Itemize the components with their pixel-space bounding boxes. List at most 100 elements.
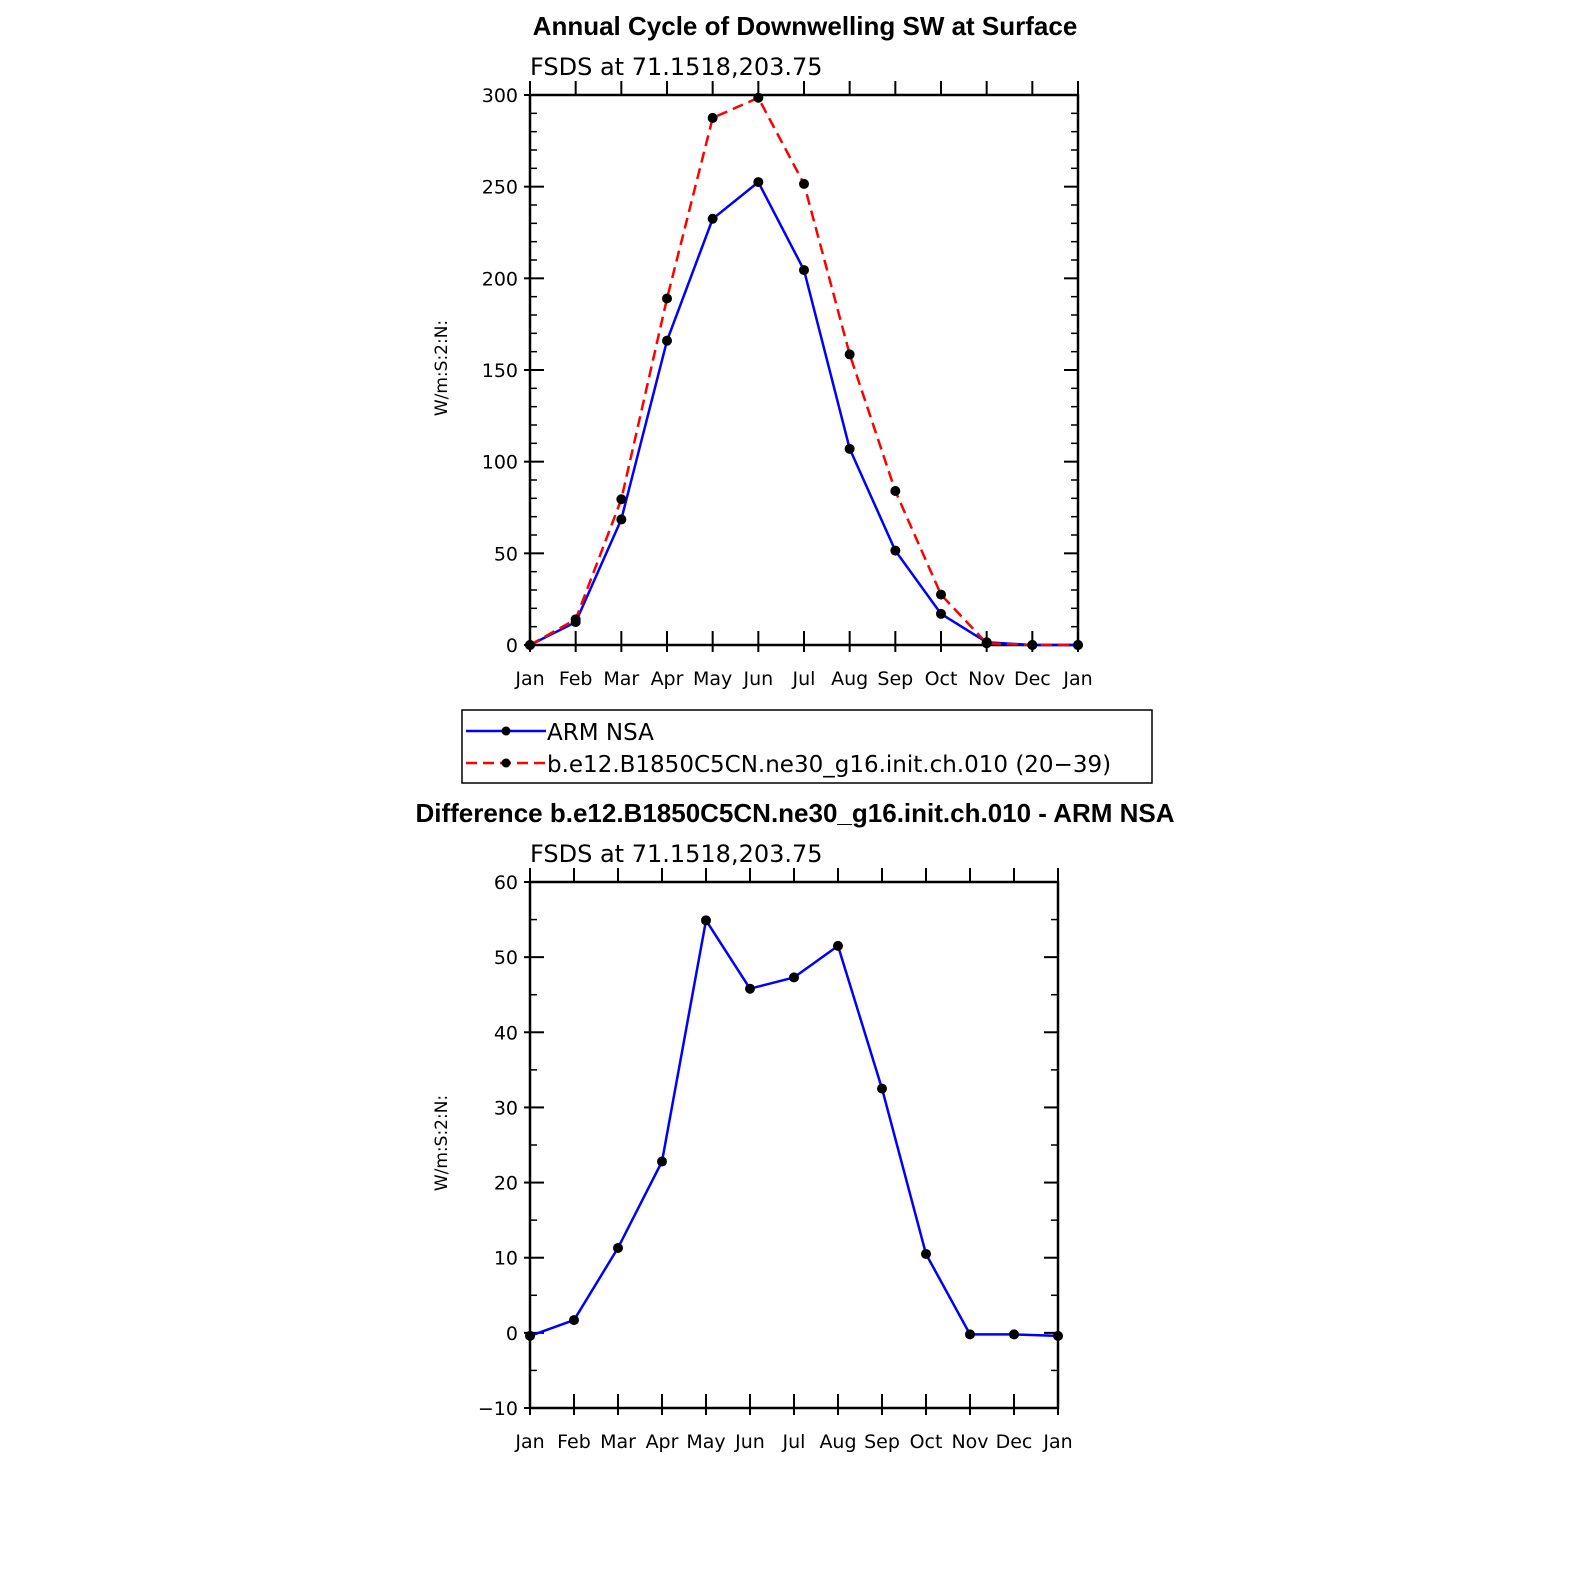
data-point-0-0 (525, 1330, 535, 1341)
difference-chart: Difference b.e12.B1850C5CN.ne30_g16.init… (415, 798, 1174, 1453)
data-point-0-9 (921, 1248, 931, 1259)
data-point-0-8 (890, 545, 901, 556)
data-point-1-2 (616, 494, 627, 505)
data-point-1-4 (707, 112, 718, 123)
y-tick-label: 30 (494, 1097, 518, 1119)
x-tick-label: Aug (831, 668, 868, 690)
data-point-1-7 (844, 349, 855, 360)
series-group (525, 915, 1063, 1341)
y-tick-label: 200 (482, 268, 518, 290)
data-point-1-10 (981, 638, 992, 649)
data-point-0-12 (1053, 1330, 1063, 1341)
x-tick-label: Jan (1042, 1431, 1072, 1453)
x-tick-label: Dec (1014, 668, 1051, 690)
data-point-1-8 (890, 486, 901, 496)
annual-cycle-chart: Annual Cycle of Downwelling SW at Surfac… (432, 11, 1153, 784)
x-tick-label: Jan (1062, 668, 1092, 690)
y-tick-label: 300 (482, 85, 518, 107)
x-tick-label: Sep (877, 668, 913, 690)
y-tick-label: 100 (482, 452, 518, 474)
legend-item-model: b.e12.B1850C5CN.ne30_g16.init.ch.010 (20… (466, 752, 1111, 778)
x-tick-label: Dec (996, 1431, 1033, 1453)
data-point-0-1 (569, 1315, 579, 1326)
data-point-0-2 (616, 514, 627, 525)
x-tick-label: Feb (557, 1431, 591, 1453)
x-tick-label: Apr (646, 1431, 679, 1453)
data-point-0-6 (789, 972, 799, 983)
x-tick-label: Aug (819, 1431, 856, 1453)
data-point-0-7 (833, 940, 843, 951)
legend-item-arm-nsa: ARM NSA (466, 720, 654, 746)
x-tick-label: Mar (600, 1431, 636, 1453)
axes: −10 0 10 20 30 40 50 60 Jan Feb Mar Apr May Jun Jul Aug… (478, 868, 1073, 1453)
y-axis-label: W/m:S:2:N: (432, 320, 452, 416)
legend-label-arm-nsa: ARM NSA (547, 720, 654, 746)
x-tick-label: Jun (734, 1431, 765, 1453)
data-point-0-8 (877, 1083, 887, 1094)
series-line-0 (529, 919, 1059, 1338)
x-tick-label: Apr (651, 668, 684, 690)
y-tick-label: 250 (482, 177, 518, 199)
series-line-0 (529, 180, 1078, 647)
chart-subtitle: FSDS at 71.1518,203.75 (530, 53, 823, 81)
data-point-0-4 (707, 213, 718, 224)
data-point-1-6 (799, 178, 809, 189)
x-tick-label: Jan (514, 1431, 544, 1453)
y-axis-label: W/m:S:2:N: (432, 1095, 452, 1191)
x-tick-label: Feb (559, 668, 593, 690)
data-point-0-3 (657, 1156, 667, 1167)
y-tick-label: 150 (482, 360, 518, 382)
x-tick-label: Jun (742, 668, 773, 690)
chart-title: Difference b.e12.B1850C5CN.ne30_g16.init… (415, 798, 1174, 828)
data-point-1-3 (662, 293, 672, 304)
data-point-1-9 (936, 589, 946, 600)
series-group (525, 92, 1083, 650)
data-point-0-5 (745, 983, 755, 994)
y-tick-label: 10 (494, 1248, 518, 1270)
y-tick-label: 0 (506, 635, 518, 657)
chart-title: Annual Cycle of Downwelling SW at Surfac… (533, 11, 1078, 41)
data-point-0-2 (613, 1242, 623, 1253)
y-tick-label: 50 (494, 947, 518, 969)
x-tick-label: May (693, 668, 732, 690)
data-point-1-12 (1073, 640, 1083, 650)
x-tick-label: Jan (514, 668, 544, 690)
data-point-1-1 (570, 614, 581, 625)
data-point-0-9 (936, 608, 946, 619)
data-point-0-4 (701, 915, 711, 926)
x-tick-label: Oct (925, 668, 958, 690)
legend-marker-arm-nsa (501, 726, 511, 736)
y-tick-label: 20 (494, 1173, 518, 1195)
plot-frame (528, 880, 1060, 1410)
x-tick-label: Oct (910, 1431, 943, 1453)
data-point-1-0 (525, 640, 535, 650)
y-tick-label: 60 (494, 872, 518, 894)
data-point-0-10 (965, 1329, 975, 1340)
data-point-0-6 (799, 265, 809, 276)
y-tick-label: −10 (478, 1398, 518, 1420)
y-tick-label: 50 (494, 543, 518, 565)
x-tick-label: May (686, 1431, 725, 1453)
legend-box (461, 709, 1153, 784)
legend-label-model: b.e12.B1850C5CN.ne30_g16.init.ch.010 (20… (547, 752, 1111, 778)
y-tick-label: 40 (494, 1022, 518, 1044)
data-point-1-5 (753, 92, 764, 103)
data-point-0-3 (662, 335, 672, 346)
plot-frame (528, 93, 1080, 647)
x-tick-label: Nov (951, 1431, 988, 1453)
data-point-0-11 (1009, 1329, 1019, 1340)
data-point-0-7 (844, 443, 855, 454)
x-tick-label: Nov (968, 668, 1005, 690)
y-tick-label: 0 (506, 1323, 518, 1345)
x-tick-label: Sep (864, 1431, 900, 1453)
legend: ARM NSA b.e12.B1850C5CN.ne30_g16.init.ch… (461, 709, 1153, 784)
x-tick-label: Mar (603, 668, 639, 690)
chart-subtitle: FSDS at 71.1518,203.75 (530, 840, 823, 868)
x-tick-label: Jul (782, 1431, 806, 1453)
axes: 0 50 100 150 200 250 300 Jan Feb Mar Apr May Jun Jul A… (482, 81, 1093, 690)
x-tick-label: Jul (792, 668, 816, 690)
legend-marker-model (501, 758, 511, 768)
data-point-1-11 (1027, 640, 1038, 650)
